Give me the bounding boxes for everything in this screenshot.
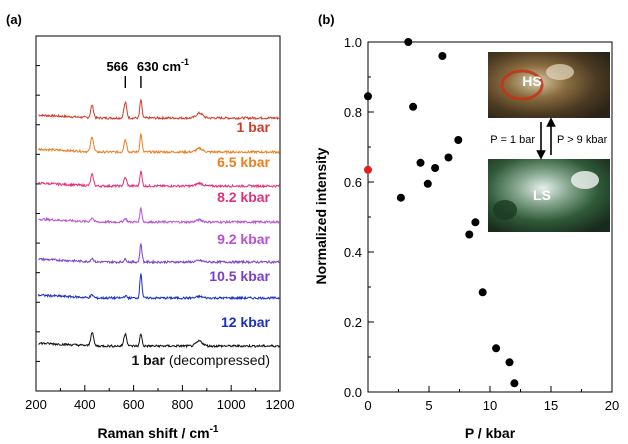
data-point-12 xyxy=(471,218,480,227)
panel-b-x-tick-label: 5 xyxy=(425,398,432,413)
panel-a-x-tick-label: 800 xyxy=(172,397,194,412)
data-point-4 xyxy=(409,102,418,111)
trace-label-name: 12 kbar xyxy=(221,314,271,330)
panel-b-points xyxy=(364,38,519,388)
trace-label-name: 9.2 kbar xyxy=(217,231,270,247)
panel-a-x-tick-label: 600 xyxy=(123,397,145,412)
ls-micrograph xyxy=(488,159,610,232)
panel-a-label: (a) xyxy=(6,12,22,27)
peak-label-630-superscript: -1 xyxy=(181,57,189,67)
data-point-1 xyxy=(364,165,372,174)
hs-label: HS xyxy=(522,73,541,89)
panel-b-x-tick-label: 15 xyxy=(544,398,558,413)
panel-b-y-label: Normalized intensity xyxy=(313,147,329,284)
panel-b-y-tick-label: 0.6 xyxy=(344,175,362,190)
panel-b-y-tick-label: 0.8 xyxy=(344,105,362,120)
inset-micrographs: HS LS P = 1 bar P > 9 kbar xyxy=(488,52,610,232)
trace-series-2 xyxy=(38,169,281,189)
panel-a-trace-labels: 1 bar 6.5 kbar 8.2 kbar 9.2 kbar 10.5 kbar 12… xyxy=(131,119,270,368)
trace-label-suffix: (decompressed) xyxy=(165,352,270,368)
trace-series-5 xyxy=(37,273,281,301)
trace-label-2: 8.2 kbar xyxy=(217,189,270,205)
data-point-9 xyxy=(444,153,453,162)
panel-a-frame xyxy=(35,35,281,392)
trace-label-name: 1 bar xyxy=(131,352,165,368)
trace-series-1 xyxy=(37,133,281,155)
panel-b-x-tick-label: 0 xyxy=(364,398,371,413)
panel-a-x-tick-label: 200 xyxy=(25,397,47,412)
data-point-3 xyxy=(404,38,413,46)
trace-label-1: 6.5 kbar xyxy=(217,154,270,170)
data-point-5 xyxy=(416,158,425,167)
panel-a-x-tick-label: 1200 xyxy=(266,397,295,412)
panel-b-y-tick-label: 0.2 xyxy=(344,315,362,330)
panel-a-x-label-main: Raman shift / cm xyxy=(98,425,210,441)
trace-label-name: 1 bar xyxy=(237,119,271,135)
data-point-13 xyxy=(478,288,487,297)
panel-a-x-axis: 200 400 600 800 1000 1200 xyxy=(25,65,295,412)
panel-a-traces xyxy=(37,98,281,349)
panel-a-x-tick-label: 1000 xyxy=(217,397,246,412)
panel-b-x-label: P / kbar xyxy=(465,425,516,441)
data-point-6 xyxy=(423,179,432,188)
inset-arrow-label-right: P > 9 kbar xyxy=(557,134,608,146)
ls-shadow xyxy=(493,200,517,220)
hs-red-crystal xyxy=(500,69,544,101)
panel-b-x-tick-label: 20 xyxy=(605,398,619,413)
trace-label-6: 1 bar (decompressed) xyxy=(131,352,270,368)
panel-b-axes: 0 5 10 15 20 0.0 0.2 0.4 0.6 0.8 1.0 xyxy=(344,35,619,413)
panel-b: (b) 0 5 10 15 20 0.0 0.2 0.4 0.6 0.8 1.0 HS LS P =… xyxy=(313,12,619,441)
data-point-7 xyxy=(431,164,440,172)
trace-label-3: 9.2 kbar xyxy=(217,231,270,247)
trace-label-name: 6.5 kbar xyxy=(217,154,270,170)
panel-a-x-tick-label: 400 xyxy=(74,397,96,412)
panel-b-y-tick-label: 1.0 xyxy=(344,35,362,50)
trace-series-6 xyxy=(38,332,281,349)
hs-micrograph xyxy=(488,52,610,118)
panel-b-x-tick-label: 10 xyxy=(483,398,497,413)
ls-highlight xyxy=(571,171,599,189)
data-point-14 xyxy=(492,344,501,353)
panel-a-x-label: Raman shift / cm-1 xyxy=(98,424,219,441)
panel-a-x-label-superscript: -1 xyxy=(210,424,219,435)
panel-b-label: (b) xyxy=(318,12,335,27)
trace-label-name: 10.5 kbar xyxy=(209,268,270,284)
panel-b-y-tick-label: 0.4 xyxy=(344,245,362,260)
peak-label-630: 630 cm-1 xyxy=(137,57,189,74)
peak-label-630-main: 630 cm xyxy=(137,59,181,74)
data-point-15 xyxy=(505,358,514,367)
trace-series-4 xyxy=(38,242,281,265)
inset-arrow-label-left: P = 1 bar xyxy=(490,134,535,146)
data-point-10 xyxy=(454,136,463,144)
trace-label-0: 1 bar xyxy=(237,119,271,135)
data-point-8 xyxy=(438,52,447,60)
panel-a-peak-markers: 566 630 cm-1 xyxy=(106,57,189,88)
data-point-11 xyxy=(465,230,474,239)
trace-label-name: 8.2 kbar xyxy=(217,189,270,205)
trace-label-4: 10.5 kbar xyxy=(209,268,270,284)
data-point-16 xyxy=(510,379,519,388)
trace-label-5: 12 kbar xyxy=(221,314,271,330)
data-point-0 xyxy=(364,92,372,101)
ls-label: LS xyxy=(533,187,551,203)
peak-label-566: 566 xyxy=(106,59,128,74)
hs-highlight xyxy=(546,64,574,80)
trace-series-3 xyxy=(38,206,281,225)
panel-a: (a) 200 400 600 800 1000 1200 566 630 cm-1 1 … xyxy=(6,12,294,441)
trace-series-0 xyxy=(38,98,281,121)
panel-b-y-tick-label: 0.0 xyxy=(344,385,362,400)
data-point-2 xyxy=(396,193,405,202)
